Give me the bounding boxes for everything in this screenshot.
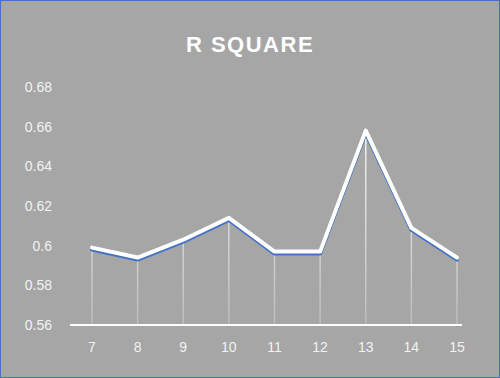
x-tick-label: 14 [404,339,420,355]
y-tick-label: 0.68 [25,79,52,95]
drop-line [411,228,413,325]
background [1,1,500,378]
chart: R SQUARE 0.56 0.58 0.6 0.62 0.64 0.66 0.68 7 8 9 10… [0,0,500,378]
x-tick-label: 9 [179,339,187,355]
title: R SQUARE [186,32,314,57]
drop-line [228,218,230,325]
x-tick-label: 11 [267,339,282,355]
drop-line [137,258,139,325]
drop-line [319,252,321,325]
drop-line [183,240,185,325]
x-tick-label: 7 [88,339,96,355]
y-tick-label: 0.56 [25,317,52,333]
line-shadow [92,133,457,260]
y-tick-label: 0.62 [25,198,52,214]
y-tick-label: 0.6 [33,238,53,254]
plot-area [92,131,457,325]
x-tick-label: 13 [358,339,374,355]
drop-line [91,248,93,325]
y-tick-label: 0.66 [25,119,52,135]
x-tick-label: 8 [134,339,142,355]
y-tick-label: 0.58 [25,277,52,293]
x-tick-label: 10 [221,339,237,355]
y-tick-label: 0.64 [25,158,52,174]
x-axis-line [70,324,462,326]
x-tick-label: 15 [449,339,465,355]
drop-line [274,252,276,325]
line [92,131,457,258]
x-tick-label: 12 [312,339,328,355]
drop-line [456,258,458,325]
drop-line [365,131,367,325]
